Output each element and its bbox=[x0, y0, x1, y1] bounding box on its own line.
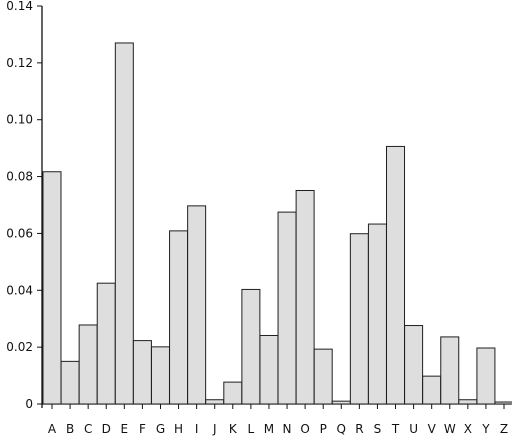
y-tick-label: 0.06 bbox=[6, 226, 33, 240]
y-tick-label: 0.10 bbox=[6, 113, 33, 127]
x-tick-label: K bbox=[229, 422, 238, 436]
y-tick-label: 0.04 bbox=[6, 283, 33, 297]
bar-D bbox=[96, 282, 116, 405]
y-tick-label: 0 bbox=[25, 397, 33, 411]
x-tick-label: H bbox=[174, 422, 183, 436]
bar-F bbox=[132, 340, 152, 405]
x-tick-label: Q bbox=[337, 422, 346, 436]
x-tick-label: W bbox=[444, 422, 456, 436]
bar-T bbox=[386, 145, 406, 405]
x-tick-label: X bbox=[464, 422, 472, 436]
bar-I bbox=[187, 205, 207, 405]
bar-Q bbox=[331, 400, 351, 405]
bar-U bbox=[404, 325, 424, 405]
y-tick-label: 0.02 bbox=[6, 340, 33, 354]
bar-N bbox=[277, 211, 297, 405]
bar-G bbox=[150, 346, 170, 405]
bar-O bbox=[295, 190, 315, 405]
x-tick-label: P bbox=[320, 422, 327, 436]
bar-B bbox=[60, 360, 80, 405]
x-tick-label: U bbox=[409, 422, 418, 436]
x-tick-label: B bbox=[66, 422, 74, 436]
y-tick-label: 0.08 bbox=[6, 170, 33, 184]
x-tick-label: J bbox=[212, 422, 217, 436]
x-tick-label: D bbox=[102, 422, 111, 436]
x-tick-label: Z bbox=[500, 422, 508, 436]
bar-C bbox=[78, 324, 98, 405]
x-tick-label: G bbox=[156, 422, 165, 436]
bar-R bbox=[349, 233, 369, 405]
y-tick-label: 0.12 bbox=[6, 56, 33, 70]
bar-W bbox=[440, 336, 460, 405]
x-tick-label: E bbox=[121, 422, 129, 436]
x-tick-label: F bbox=[139, 422, 146, 436]
bar-Z bbox=[494, 401, 512, 405]
y-tick-label: 0.14 bbox=[6, 0, 33, 13]
x-tick-label: N bbox=[283, 422, 292, 436]
x-tick-label: M bbox=[264, 422, 274, 436]
x-tick-label: Y bbox=[481, 422, 490, 436]
x-tick-label: S bbox=[374, 422, 382, 436]
x-tick-label: I bbox=[195, 422, 199, 436]
bars-group bbox=[42, 42, 512, 405]
x-tick-label: T bbox=[391, 422, 400, 436]
y-axis: 0 0.02 0.04 0.06 0.08 0.10 0.12 0.14 bbox=[6, 0, 43, 411]
bar-Y bbox=[476, 347, 496, 405]
bar-S bbox=[367, 223, 387, 405]
bar-K bbox=[223, 381, 243, 405]
x-tick-label: A bbox=[48, 422, 57, 436]
bar-J bbox=[205, 399, 225, 405]
x-tick-label: V bbox=[428, 422, 437, 436]
x-tick-label: O bbox=[300, 422, 309, 436]
bar-A bbox=[42, 171, 62, 405]
bar-H bbox=[169, 230, 189, 405]
bar-E bbox=[114, 42, 134, 405]
x-tick-label: R bbox=[355, 422, 363, 436]
bar-P bbox=[313, 348, 333, 405]
bar-X bbox=[458, 399, 478, 405]
bar-L bbox=[241, 288, 261, 405]
x-tick-label: C bbox=[84, 422, 92, 436]
bar-M bbox=[259, 334, 279, 405]
bar-V bbox=[422, 375, 442, 405]
x-tick-label: L bbox=[248, 422, 255, 436]
